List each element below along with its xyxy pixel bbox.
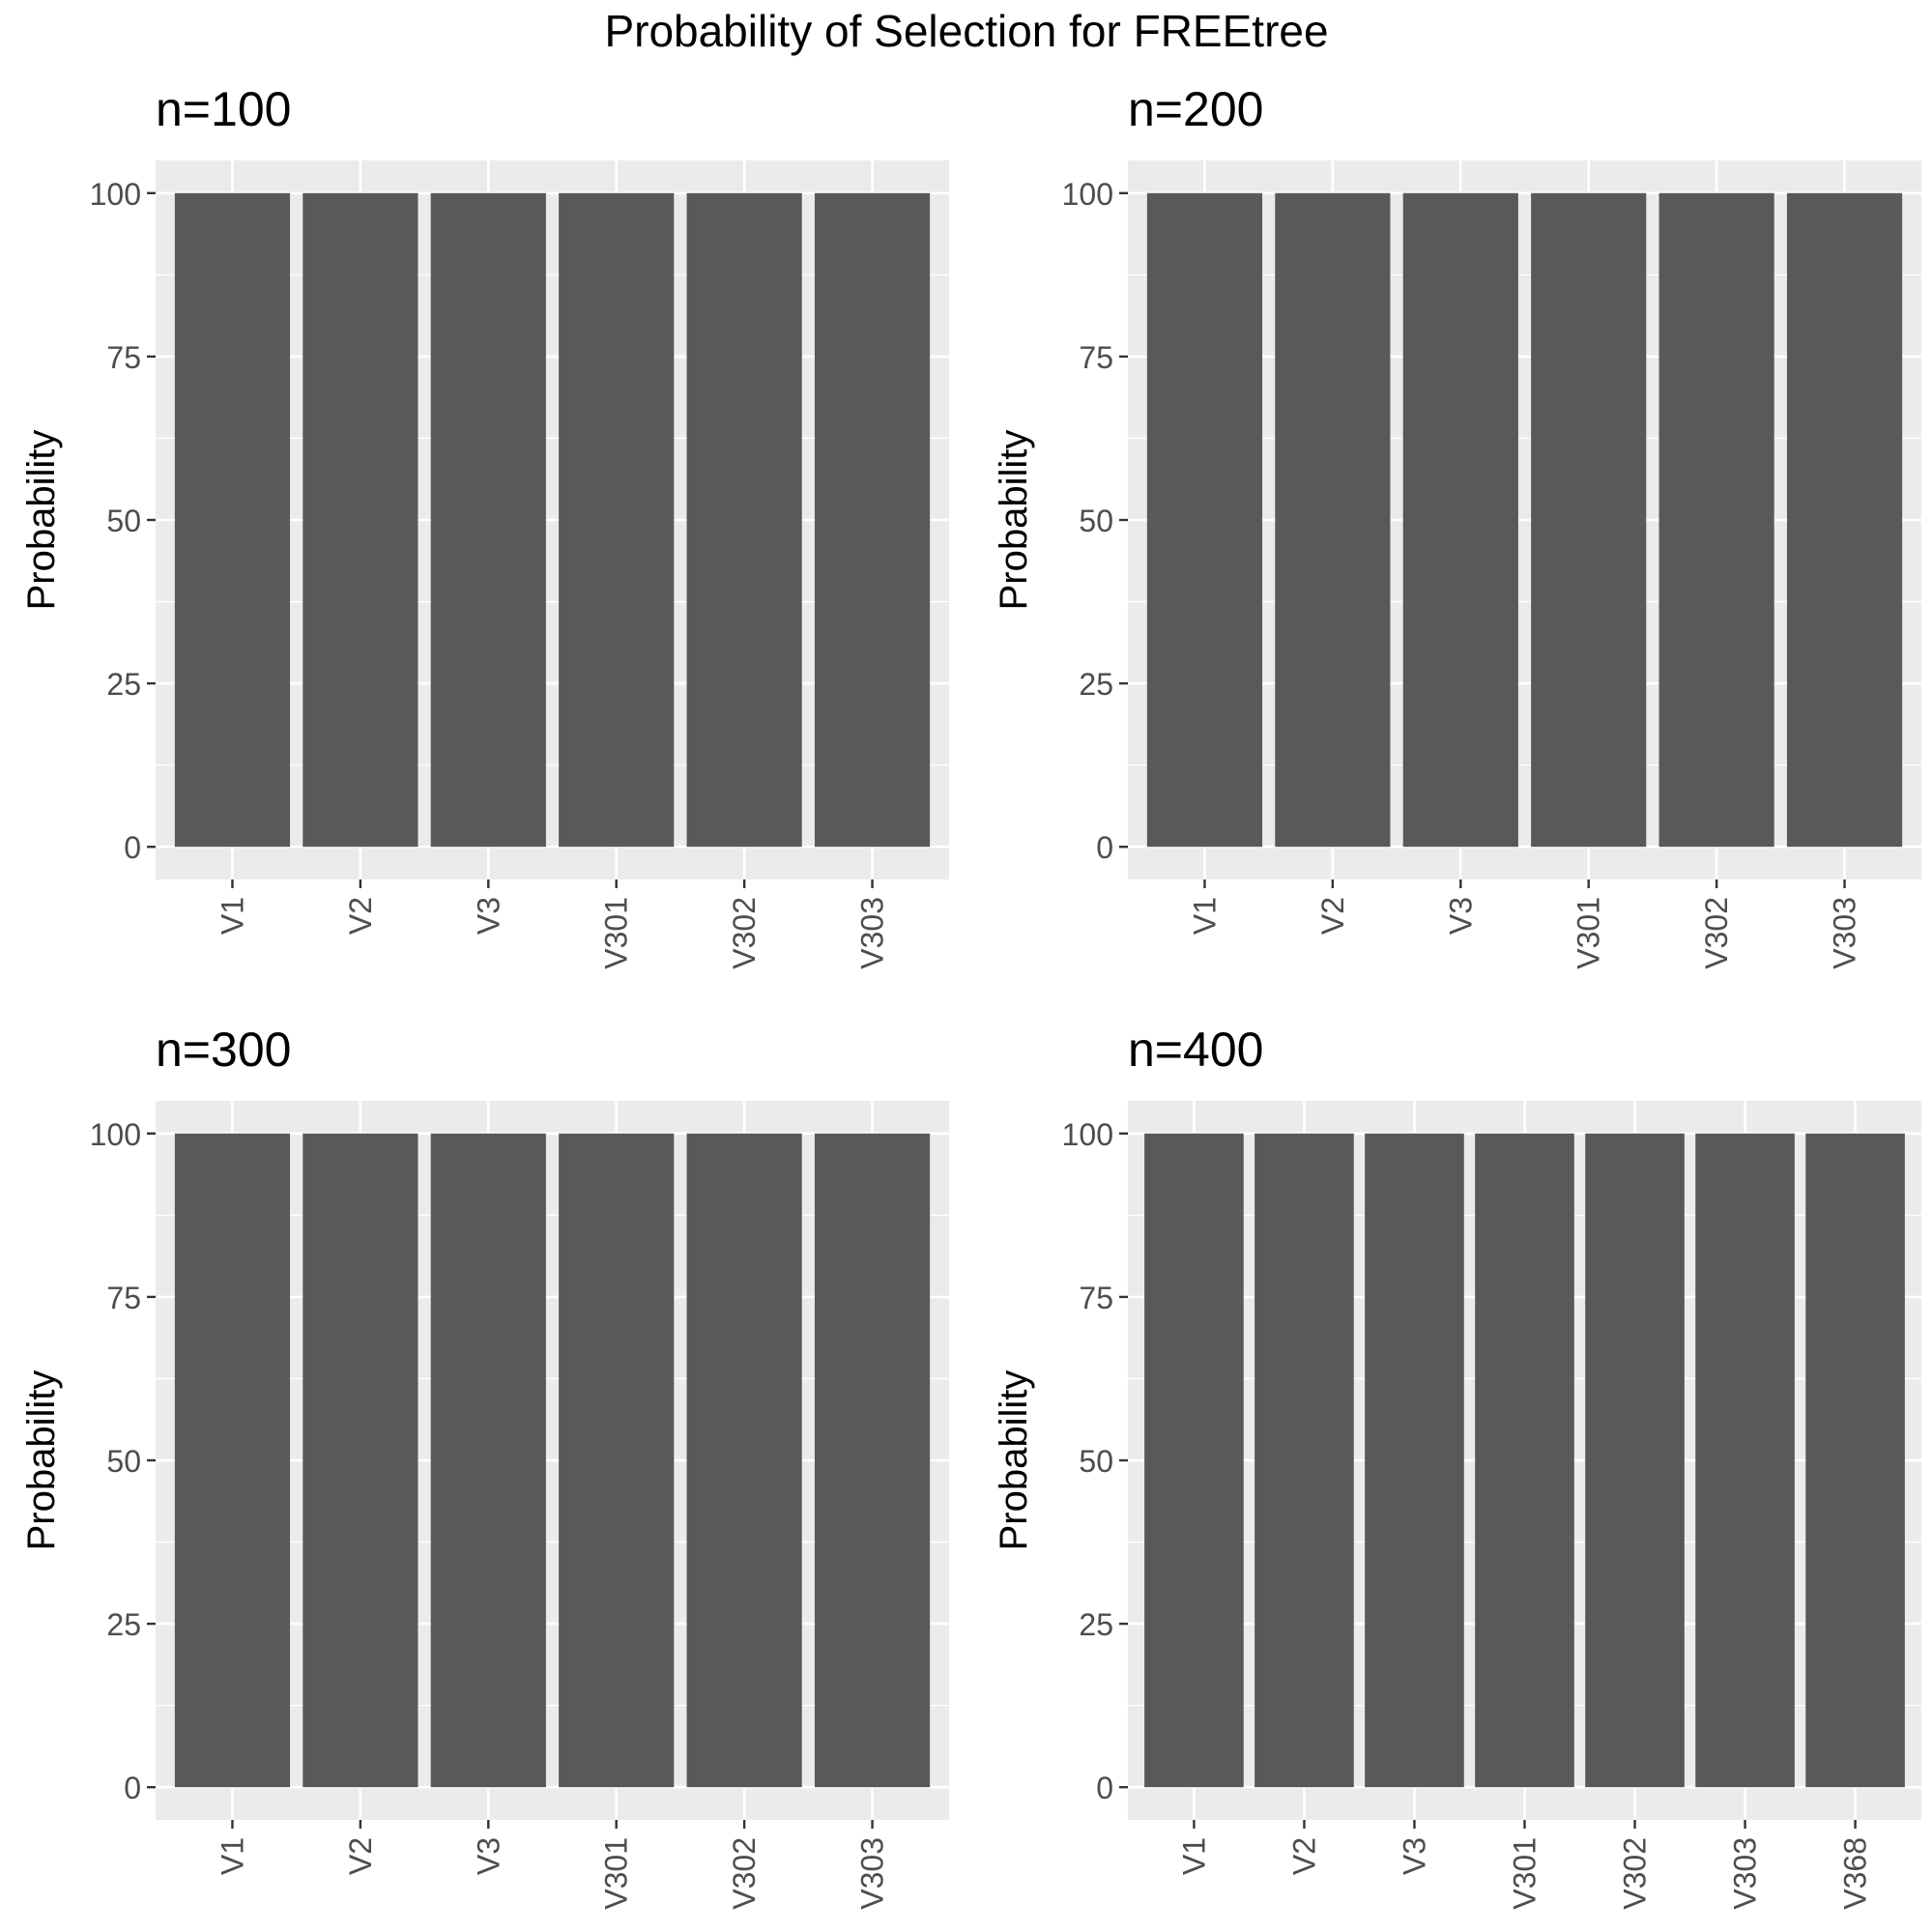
x-tick-label: V2: [1286, 1837, 1321, 1875]
x-tick-label: V302: [727, 897, 762, 969]
y-tick-label: 75: [106, 1281, 141, 1315]
x-tick-label: V303: [855, 897, 890, 969]
panel-2: 0 25 50 75 100 V1 V2 V3 V301 V302 V303 Probability n…: [993, 82, 1921, 969]
bar-V3: [430, 192, 546, 848]
x-tick-label: V1: [1187, 897, 1222, 935]
y-tick-label: 0: [124, 830, 141, 865]
y-tick-label: 50: [106, 1444, 141, 1479]
y-tick-label: 25: [1079, 667, 1113, 702]
bar-V3: [1365, 1133, 1464, 1788]
y-tick-label: 75: [106, 340, 141, 375]
y-tick-label: 100: [90, 1117, 141, 1152]
bar-V302: [686, 1133, 802, 1788]
x-tick-label: V302: [1699, 897, 1734, 969]
x-tick-label: V2: [343, 1837, 378, 1875]
chart-panels: 0 25 50 75 100 V1 V2 V3 V301 V302 V303 Probability n…: [20, 82, 1921, 1910]
x-tick-label: V1: [1176, 1837, 1211, 1875]
bar-V302: [686, 192, 802, 848]
x-tick-label: V301: [1572, 897, 1606, 969]
bar-V303: [814, 192, 931, 848]
x-tick-label: V1: [215, 897, 249, 935]
y-tick-label: 100: [1062, 1117, 1113, 1152]
panel-title: n=300: [156, 1023, 291, 1077]
panel-title: n=400: [1128, 1023, 1263, 1077]
x-tick-label: V301: [1508, 1837, 1543, 1910]
figure-title: Probability of Selection for FREEtree: [604, 6, 1328, 56]
bar-V3: [1402, 192, 1518, 848]
bar-V301: [1531, 192, 1647, 848]
y-tick-label: 75: [1079, 1281, 1113, 1315]
x-tick-label: V302: [1618, 1837, 1653, 1910]
y-tick-label: 25: [106, 1607, 141, 1642]
bar-V3: [430, 1133, 546, 1788]
bar-V1: [1144, 1133, 1244, 1788]
bar-V303: [814, 1133, 931, 1788]
x-tick-label: V368: [1838, 1837, 1873, 1910]
panel-1: 0 25 50 75 100 V1 V2 V3 V301 V302 V303 Probability n…: [20, 82, 949, 969]
y-tick-label: 50: [1079, 1444, 1113, 1479]
panel-4: 0 25 50 75 100 V1 V2 V3 V301 V302 V303 V368 Probabil…: [993, 1023, 1921, 1910]
y-tick-label: 25: [106, 667, 141, 702]
bar-V301: [559, 1133, 675, 1788]
bar-V368: [1805, 1133, 1905, 1788]
bar-V301: [1475, 1133, 1574, 1788]
x-tick-label: V303: [855, 1837, 890, 1910]
bar-V303: [1695, 1133, 1795, 1788]
bar-V2: [303, 192, 418, 848]
panel-title: n=200: [1128, 82, 1263, 136]
x-tick-label: V303: [1728, 1837, 1763, 1910]
x-tick-label: V3: [1397, 1837, 1431, 1875]
x-tick-label: V301: [599, 1837, 634, 1910]
y-tick-label: 50: [106, 504, 141, 538]
y-axis-title: Probability: [993, 1370, 1035, 1551]
y-tick-label: 0: [124, 1771, 141, 1805]
bar-V1: [174, 192, 291, 848]
y-tick-label: 0: [1096, 830, 1113, 865]
bar-V303: [1786, 192, 1903, 848]
y-tick-label: 100: [90, 177, 141, 212]
panel-title: n=100: [156, 82, 291, 136]
x-tick-label: V1: [215, 1837, 249, 1875]
x-tick-label: V303: [1828, 897, 1862, 969]
y-axis-title: Probability: [993, 430, 1035, 611]
y-axis-title: Probability: [20, 430, 63, 611]
x-tick-label: V302: [727, 1837, 762, 1910]
x-tick-label: V2: [1315, 897, 1350, 935]
y-tick-label: 25: [1079, 1607, 1113, 1642]
x-tick-label: V3: [471, 897, 505, 935]
x-tick-label: V2: [343, 897, 378, 935]
bar-V301: [559, 192, 675, 848]
x-tick-label: V301: [599, 897, 634, 969]
y-tick-label: 0: [1096, 1771, 1113, 1805]
bar-V2: [1254, 1133, 1354, 1788]
x-tick-label: V3: [471, 1837, 505, 1875]
y-tick-label: 75: [1079, 340, 1113, 375]
bar-V1: [1146, 192, 1263, 848]
bar-V2: [1275, 192, 1391, 848]
bar-V1: [174, 1133, 291, 1788]
bar-V2: [303, 1133, 418, 1788]
y-tick-label: 50: [1079, 504, 1113, 538]
panel-3: 0 25 50 75 100 V1 V2 V3 V301 V302 V303 Probability n…: [20, 1023, 949, 1910]
bar-V302: [1658, 192, 1774, 848]
x-tick-label: V3: [1443, 897, 1478, 935]
bar-V302: [1585, 1133, 1685, 1788]
y-tick-label: 100: [1062, 177, 1113, 212]
y-axis-title: Probability: [20, 1370, 63, 1551]
